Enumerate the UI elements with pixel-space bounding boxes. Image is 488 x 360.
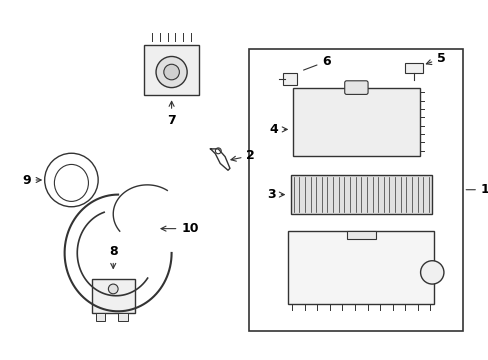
Bar xyxy=(346,231,375,239)
Bar xyxy=(144,45,199,95)
Bar xyxy=(92,279,134,313)
Bar xyxy=(288,231,433,304)
Circle shape xyxy=(163,64,179,80)
Bar xyxy=(283,73,297,85)
Text: 8: 8 xyxy=(109,245,117,269)
FancyBboxPatch shape xyxy=(344,81,367,94)
Bar xyxy=(96,313,105,321)
Circle shape xyxy=(420,261,443,284)
Text: 9: 9 xyxy=(22,174,41,186)
Bar xyxy=(290,175,431,214)
Circle shape xyxy=(108,284,118,294)
Bar xyxy=(249,49,463,331)
Text: 2: 2 xyxy=(230,149,255,162)
Text: 7: 7 xyxy=(167,102,176,127)
Text: 4: 4 xyxy=(269,123,286,136)
Text: 10: 10 xyxy=(161,222,199,235)
Bar xyxy=(293,87,419,156)
Bar xyxy=(404,63,422,73)
Text: 6: 6 xyxy=(303,55,330,70)
Text: 1: 1 xyxy=(465,183,488,196)
Circle shape xyxy=(156,57,187,87)
Text: 5: 5 xyxy=(426,52,445,65)
Bar xyxy=(118,313,127,321)
Text: 3: 3 xyxy=(266,188,284,201)
